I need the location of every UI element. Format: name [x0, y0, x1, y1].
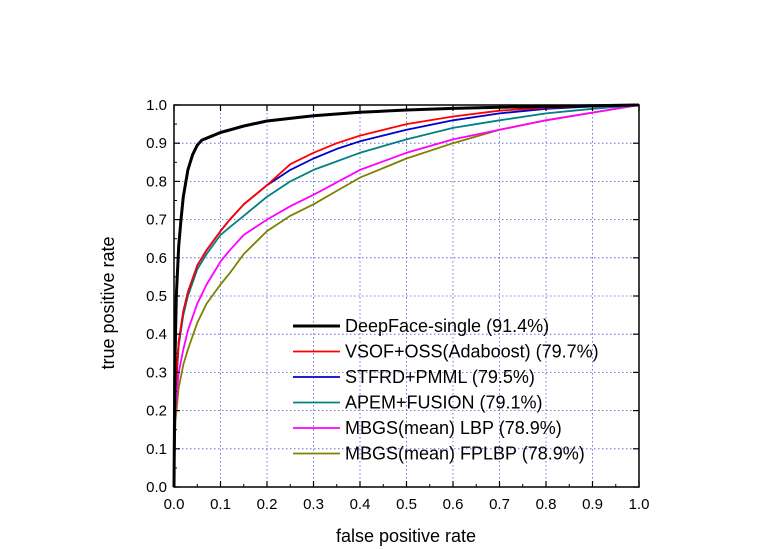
legend-label: APEM+FUSION (79.1%): [345, 393, 543, 413]
y-axis-label: true positive rate: [98, 236, 118, 369]
y-tick-label: 0.1: [146, 441, 167, 458]
y-tick-label: 0.9: [146, 135, 167, 152]
roc-curve: [173, 104, 640, 488]
x-tick-label: 0.6: [443, 496, 464, 513]
legend-label: STFRD+PMML (79.5%): [345, 367, 535, 387]
x-tick-label: 0.5: [396, 496, 417, 513]
x-tick-label: 0.1: [210, 496, 231, 513]
x-tick-label: 0.2: [257, 496, 278, 513]
y-tick-label: 0.7: [146, 212, 167, 229]
x-tick-labels: 0.0 0.1 0.2 0.3 0.4 0.5 0.6 0.7 0.8 0.9 1.0: [164, 496, 650, 513]
y-tick-label: 0.6: [146, 250, 167, 267]
roc-curves: [172, 103, 640, 488]
grid-lines: [174, 105, 639, 487]
y-tick-label: 0.8: [146, 173, 167, 190]
x-tick-label: 0.9: [582, 496, 603, 513]
x-tick-label: 0.0: [164, 496, 185, 513]
legend-label: VSOF+OSS(Adaboost) (79.7%): [345, 342, 599, 362]
watermark: 知乎 @商业共识: [583, 508, 707, 528]
x-tick-label: 1.0: [629, 496, 650, 513]
x-tick-label: 0.4: [350, 496, 371, 513]
y-tick-label: 0.0: [146, 479, 167, 496]
legend: DeepFace-single (91.4%) VSOF+OSS(Adaboost…: [293, 316, 599, 464]
axis-ticks: [173, 104, 640, 488]
legend-label: MBGS(mean) FPLBP (78.9%): [345, 444, 585, 464]
y-tick-label: 0.3: [146, 364, 167, 381]
roc-curve: [173, 104, 640, 488]
x-axis-label: false positive rate: [336, 526, 476, 546]
roc-curve: [172, 103, 640, 488]
y-tick-label: 0.4: [146, 326, 167, 343]
y-tick-label: 0.5: [146, 288, 167, 305]
x-tick-label: 0.3: [303, 496, 324, 513]
x-tick-label: 0.8: [536, 496, 557, 513]
y-tick-labels: 0.0 0.1 0.2 0.3 0.4 0.5 0.6 0.7 0.8 0.9 1.0: [146, 97, 167, 496]
y-tick-label: 0.2: [146, 403, 167, 420]
legend-label: MBGS(mean) LBP (78.9%): [345, 418, 562, 438]
roc-curve: [173, 104, 640, 488]
y-tick-label: 1.0: [146, 97, 167, 114]
legend-label: DeepFace-single (91.4%): [345, 316, 549, 336]
x-tick-label: 0.7: [489, 496, 510, 513]
